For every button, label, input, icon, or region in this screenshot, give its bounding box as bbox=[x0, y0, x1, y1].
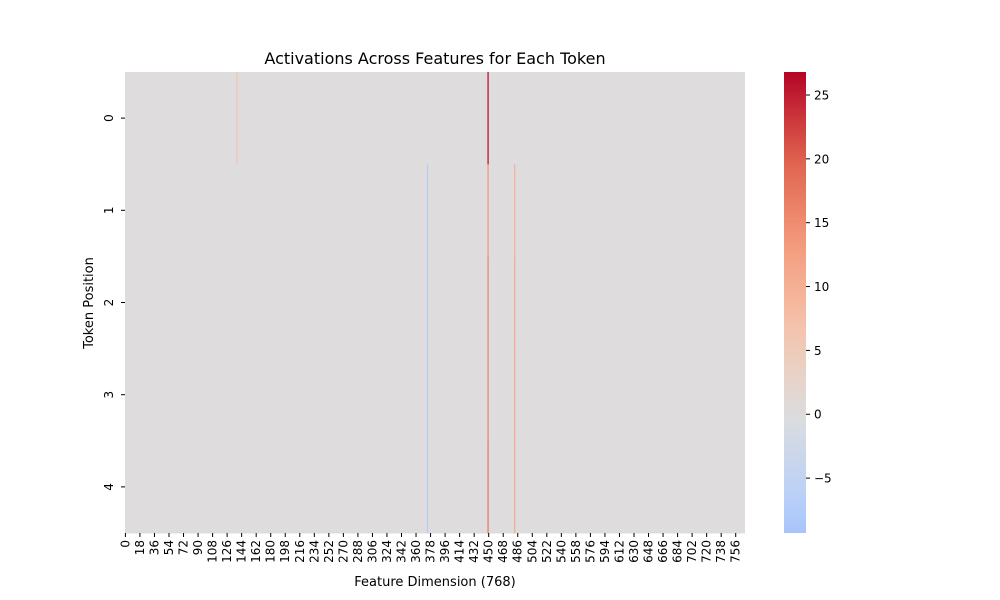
x-tick-label: 450 bbox=[482, 540, 496, 563]
y-tick-label: 1 bbox=[102, 206, 116, 214]
x-tick-label: 216 bbox=[293, 540, 307, 563]
x-tick-label: 576 bbox=[583, 540, 597, 563]
x-tick-label: 180 bbox=[264, 540, 278, 563]
x-tick-label: 126 bbox=[220, 540, 234, 563]
x-tick-label: 90 bbox=[191, 540, 205, 555]
x-tick-label: 522 bbox=[540, 540, 554, 563]
x-tick-label: 540 bbox=[554, 540, 568, 563]
x-tick-label: 612 bbox=[612, 540, 626, 563]
x-tick-label: 702 bbox=[685, 540, 699, 563]
x-tick-label: 54 bbox=[162, 540, 176, 555]
colorbar bbox=[784, 72, 806, 533]
heatmap-row-2 bbox=[125, 256, 745, 350]
x-tick-label: 72 bbox=[177, 540, 191, 555]
x-tick-label: 198 bbox=[278, 540, 292, 563]
heatmap-cell bbox=[426, 348, 429, 442]
x-tick-label: 0 bbox=[118, 540, 132, 548]
x-axis: 0 18 36 54 72 90 108 126 144 162 180 198 216 234 252 27… bbox=[118, 533, 743, 563]
x-tick-label: 360 bbox=[409, 540, 423, 563]
heatmap-cell bbox=[514, 440, 516, 534]
colorbar-tick-label: 25 bbox=[814, 88, 829, 102]
x-tick-label: 648 bbox=[642, 540, 656, 563]
colorbar-tick-label: 10 bbox=[814, 280, 829, 294]
x-tick-label: 306 bbox=[365, 540, 379, 563]
x-tick-label: 36 bbox=[147, 540, 161, 555]
x-tick-label: 738 bbox=[714, 540, 728, 563]
y-tick-label: 0 bbox=[102, 114, 116, 122]
chart-title: Activations Across Features for Each Tok… bbox=[264, 49, 605, 68]
x-tick-label: 630 bbox=[627, 540, 641, 563]
y-tick-label: 2 bbox=[102, 299, 116, 307]
x-tick-label: 558 bbox=[569, 540, 583, 563]
colorbar-tick-label: −5 bbox=[814, 472, 832, 486]
y-tick-label: 3 bbox=[102, 391, 116, 399]
colorbar-ticks: −5 0 5 10 15 20 25 bbox=[806, 88, 832, 486]
x-tick-label: 432 bbox=[467, 540, 481, 563]
heatmap-cell bbox=[514, 164, 516, 257]
x-tick-label: 486 bbox=[511, 540, 525, 563]
colorbar-tick-label: 0 bbox=[814, 408, 822, 422]
x-tick-label: 684 bbox=[671, 540, 685, 563]
x-tick-label: 144 bbox=[235, 540, 249, 563]
x-tick-label: 468 bbox=[496, 540, 510, 563]
x-tick-label: 720 bbox=[700, 540, 714, 563]
x-tick-label: 270 bbox=[336, 540, 350, 563]
x-tick-label: 288 bbox=[351, 540, 365, 563]
heatmap-cell bbox=[487, 440, 489, 534]
heatmap-cell bbox=[514, 348, 516, 442]
heatmap-cell bbox=[426, 256, 429, 350]
x-tick-label: 162 bbox=[249, 540, 263, 563]
heatmap-cells bbox=[125, 72, 745, 534]
x-tick-label: 342 bbox=[394, 540, 408, 563]
heatmap-row-4 bbox=[125, 440, 745, 534]
heatmap-cell bbox=[487, 256, 489, 350]
x-tick-label: 108 bbox=[206, 540, 220, 563]
colorbar-tick-label: 15 bbox=[814, 216, 829, 230]
x-tick-label: 234 bbox=[307, 540, 321, 563]
x-tick-label: 414 bbox=[453, 540, 467, 563]
heatmap-row-3 bbox=[125, 348, 745, 442]
colorbar-tick-label: 5 bbox=[814, 344, 822, 358]
heatmap-cell bbox=[514, 256, 516, 350]
x-axis-label: Feature Dimension (768) bbox=[354, 575, 515, 590]
heatmap-row-0 bbox=[125, 72, 745, 165]
heatmap-cell bbox=[487, 164, 489, 257]
x-tick-label: 378 bbox=[424, 540, 438, 563]
y-tick-label: 4 bbox=[102, 483, 116, 491]
y-axis-label: Token Position bbox=[82, 257, 97, 350]
x-tick-label: 324 bbox=[380, 540, 394, 563]
x-tick-label: 252 bbox=[322, 540, 336, 563]
heatmap-row-1 bbox=[125, 164, 745, 257]
heatmap-cell bbox=[426, 164, 429, 257]
heatmap-cell bbox=[487, 72, 489, 165]
x-tick-label: 594 bbox=[598, 540, 612, 563]
x-tick-label: 504 bbox=[525, 540, 539, 563]
heatmap-cell bbox=[236, 72, 238, 165]
colorbar-tick-label: 20 bbox=[814, 152, 829, 166]
x-tick-label: 756 bbox=[729, 540, 743, 563]
x-tick-label: 396 bbox=[438, 540, 452, 563]
heatmap-cell bbox=[487, 348, 489, 442]
x-tick-label: 18 bbox=[133, 540, 147, 555]
y-axis: 0 1 2 3 4 bbox=[102, 114, 125, 491]
x-tick-label: 666 bbox=[656, 540, 670, 563]
heatmap-cell bbox=[426, 440, 429, 534]
